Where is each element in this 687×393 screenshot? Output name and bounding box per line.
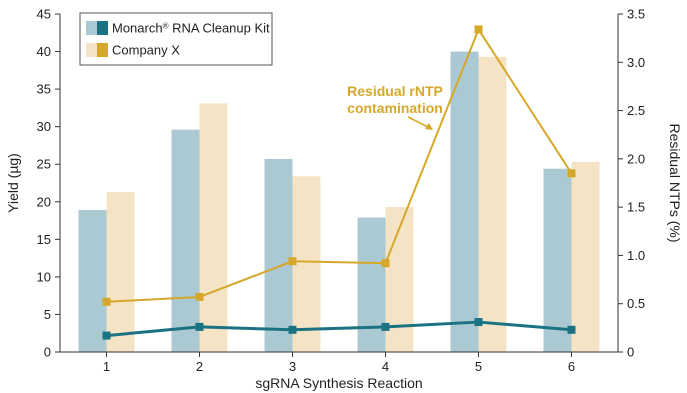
legend-box xyxy=(79,12,273,66)
x-tick-label: 3 xyxy=(289,359,296,374)
y-right-tick-label: 2.5 xyxy=(627,103,645,118)
y-left-tick-label: 10 xyxy=(37,269,51,284)
y-left-tick-label: 25 xyxy=(37,157,51,172)
bar-series2-reaction-1 xyxy=(106,192,135,352)
y-right-axis-title: Residual NTPs (%) xyxy=(667,123,683,242)
y-left-tick-label: 15 xyxy=(37,232,51,247)
y-left-tick-label: 5 xyxy=(44,307,51,322)
marker-series1-reaction-3 xyxy=(288,325,297,334)
y-left-tick-label: 45 xyxy=(37,7,51,22)
bar-series2-reaction-3 xyxy=(292,176,321,352)
bar-series2-reaction-2 xyxy=(199,103,228,352)
legend-swatch-bar xyxy=(86,43,97,57)
legend-label-series1: Monarch® RNA Cleanup Kit xyxy=(112,21,270,36)
y-left-tick-label: 30 xyxy=(37,119,51,134)
annotation: Residual rNTP contamination xyxy=(347,83,443,130)
bar-series2-reaction-5 xyxy=(478,56,507,353)
bar-series1-reaction-2 xyxy=(171,129,200,352)
marker-series2-reaction-2 xyxy=(195,292,204,301)
annotation-arrow-head xyxy=(425,123,433,130)
y-left-tick-label: 0 xyxy=(44,345,51,360)
marker-series1-reaction-2 xyxy=(195,322,204,331)
annotation-text: Residual rNTP contamination xyxy=(347,83,443,116)
bar-series1-reaction-3 xyxy=(264,158,293,352)
marker-series2-reaction-1 xyxy=(102,297,111,306)
legend-label-series2: Company X xyxy=(112,43,180,58)
line-series2 xyxy=(106,28,573,303)
marker-series2-reaction-5 xyxy=(474,25,483,34)
legend: Monarch® RNA Cleanup Kit Company X xyxy=(79,12,273,66)
x-tick-label: 4 xyxy=(382,359,389,374)
x-tick-label: 5 xyxy=(475,359,482,374)
axes-layer: 05101520253035404500.51.01.52.02.53.03.5… xyxy=(5,7,683,392)
y-right-tick-label: 3.5 xyxy=(627,7,645,22)
marker-series1-reaction-1 xyxy=(102,331,111,340)
bars-layer xyxy=(78,51,600,353)
y-right-tick-label: 0.5 xyxy=(627,296,645,311)
x-tick-label: 2 xyxy=(196,359,203,374)
marker-series2-reaction-6 xyxy=(567,169,576,178)
y-left-tick-label: 35 xyxy=(37,82,51,97)
line-series1 xyxy=(106,320,572,338)
bar-series1-reaction-1 xyxy=(78,210,107,352)
x-axis-title: sgRNA Synthesis Reaction xyxy=(255,375,422,391)
marker-series1-reaction-4 xyxy=(381,322,390,331)
legend-swatch-line xyxy=(97,43,108,57)
y-right-tick-label: 3.0 xyxy=(627,55,645,70)
legend-swatch-bar xyxy=(86,21,97,35)
bar-series1-reaction-4 xyxy=(357,217,386,352)
marker-series1-reaction-6 xyxy=(567,325,576,334)
x-tick-label: 1 xyxy=(103,359,110,374)
y-left-tick-label: 40 xyxy=(37,44,51,59)
marker-series2-reaction-4 xyxy=(381,259,390,268)
marker-series2-reaction-3 xyxy=(288,257,297,266)
lines-layer xyxy=(102,25,576,340)
bar-series2-reaction-6 xyxy=(571,161,600,352)
y-left-tick-label: 20 xyxy=(37,194,51,209)
y-right-tick-label: 2.0 xyxy=(627,151,645,166)
bar-series1-reaction-5 xyxy=(450,51,479,353)
y-left-axis-title: Yield (µg) xyxy=(5,153,21,213)
x-tick-label: 6 xyxy=(568,359,575,374)
marker-series1-reaction-5 xyxy=(474,318,483,327)
y-right-tick-label: 1.0 xyxy=(627,248,645,263)
annotation-arrow-line xyxy=(407,116,431,129)
y-right-tick-label: 0 xyxy=(627,345,634,360)
legend-swatch-line xyxy=(97,21,108,35)
y-right-tick-label: 1.5 xyxy=(627,200,645,215)
bar-series1-reaction-6 xyxy=(543,168,572,352)
